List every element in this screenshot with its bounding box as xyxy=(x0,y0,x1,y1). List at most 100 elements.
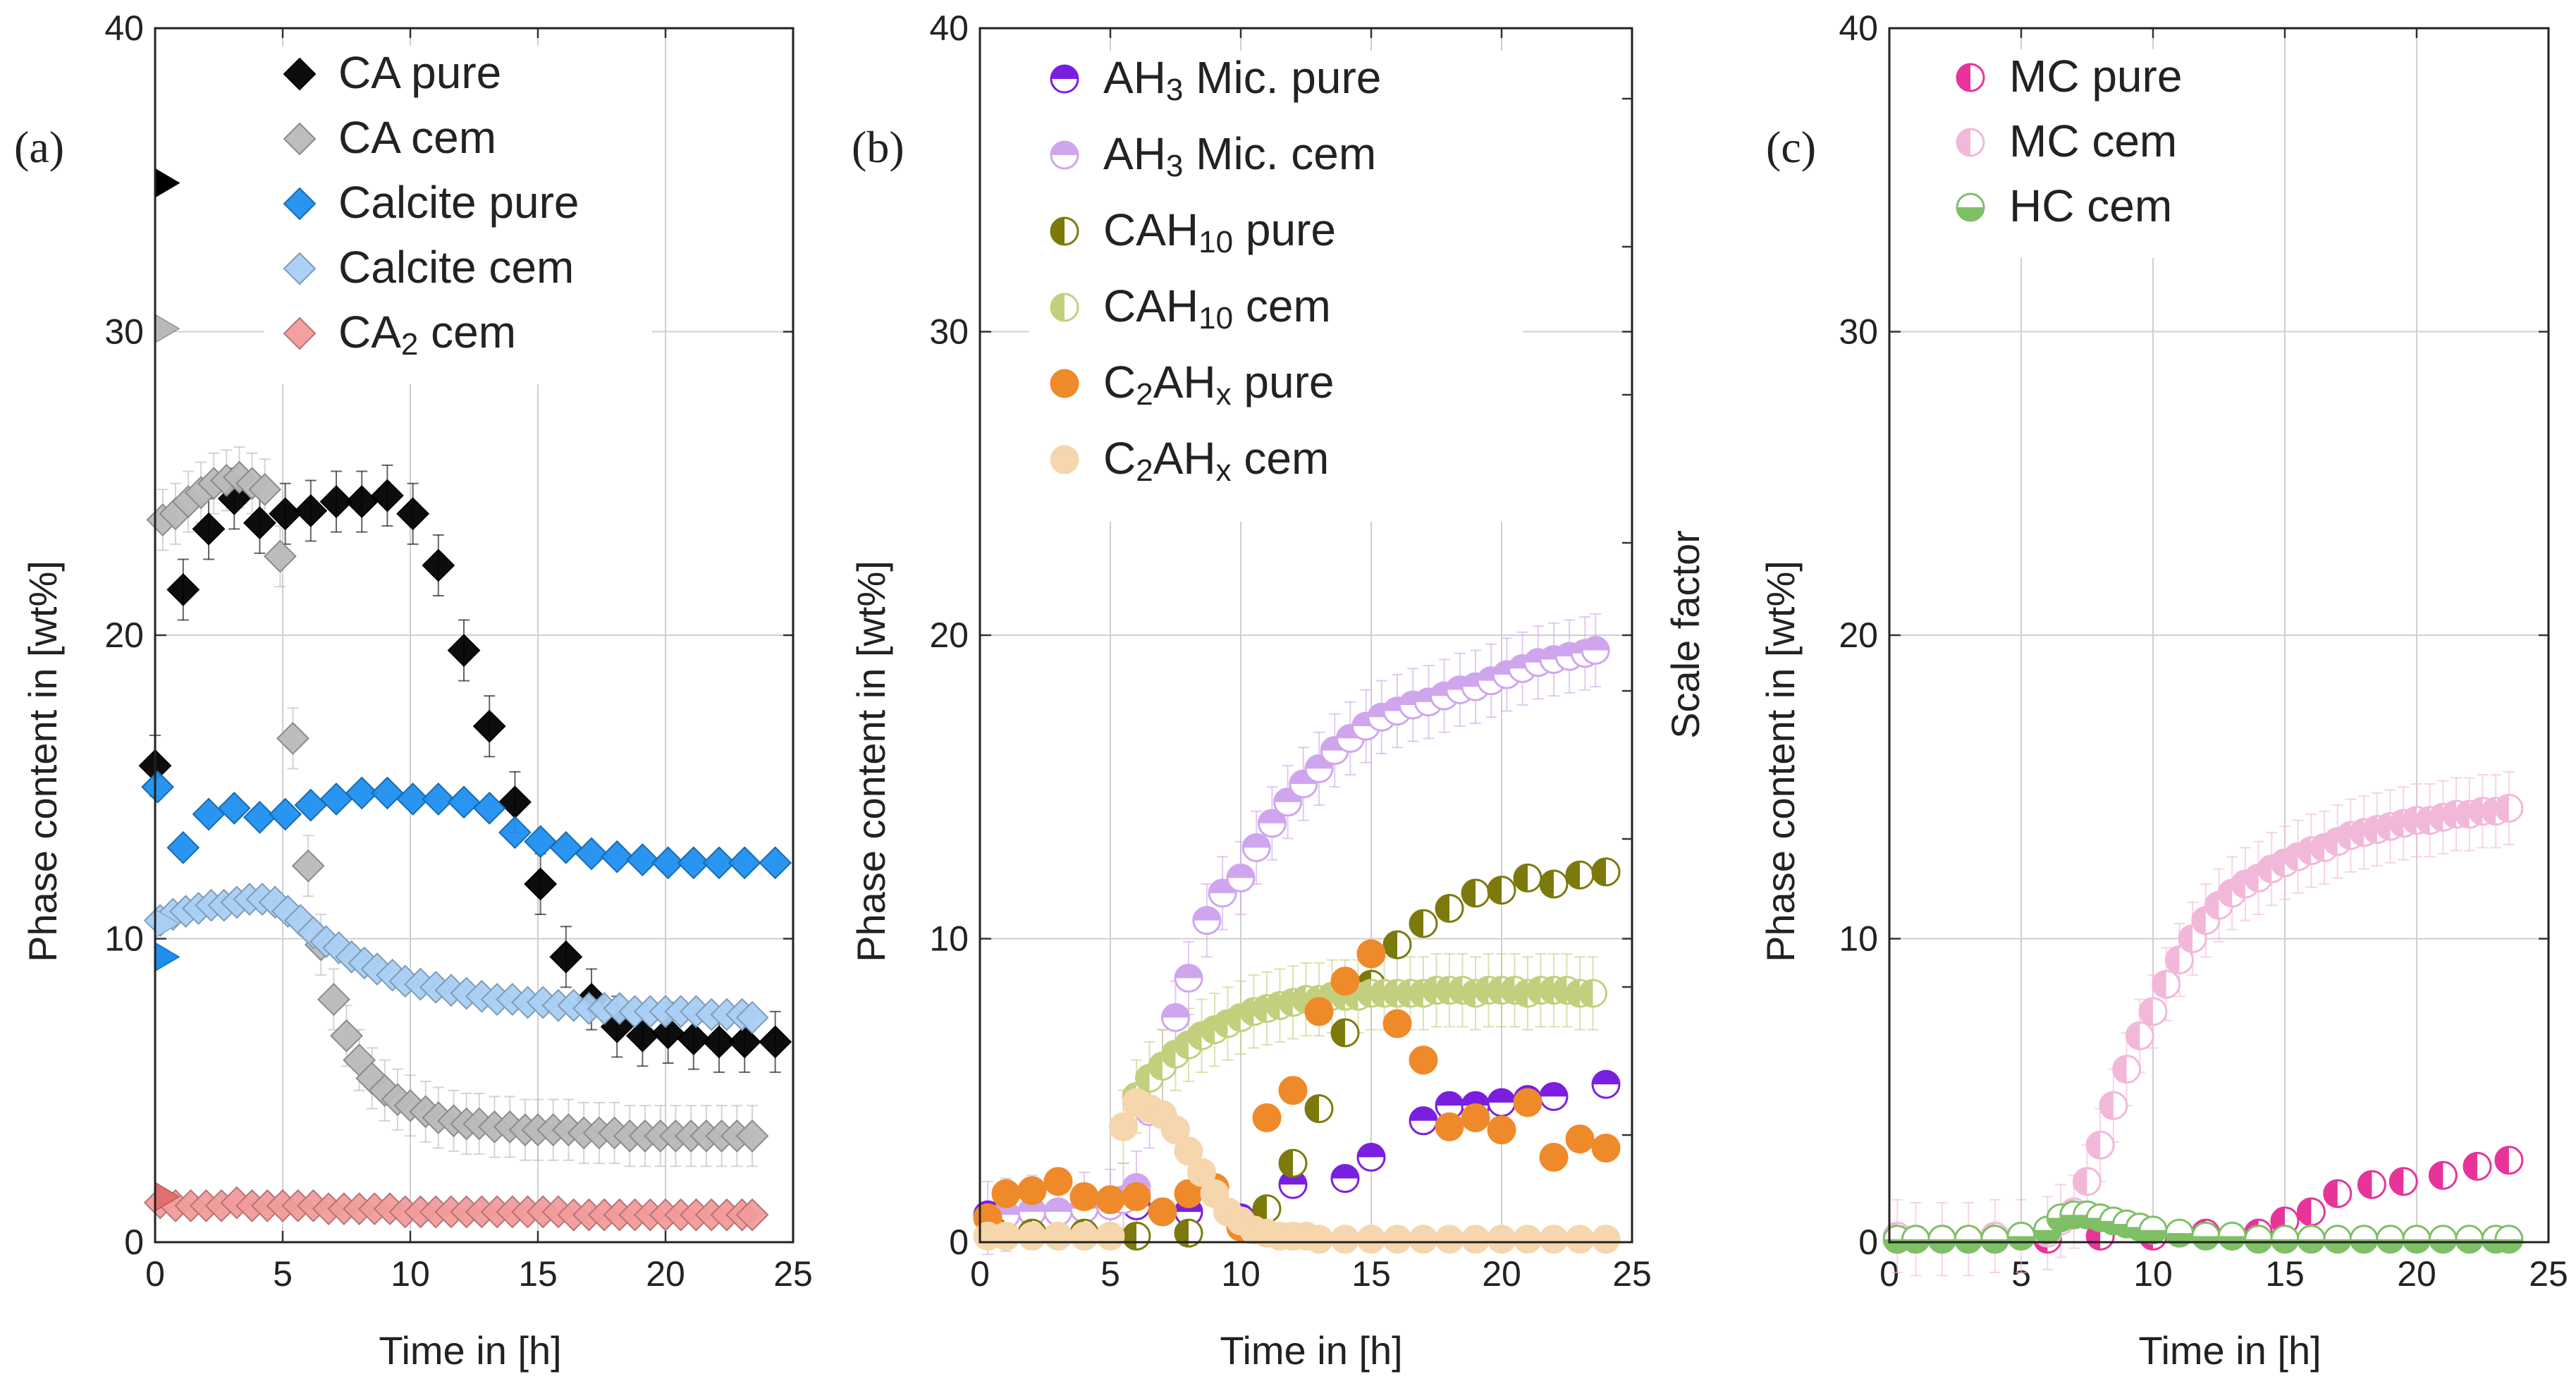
data-point xyxy=(322,931,356,964)
panel-c-ylabel: Phase content in [wt%] xyxy=(1758,560,1803,962)
data-point xyxy=(1565,860,1595,890)
data-point xyxy=(317,983,350,1017)
legend-entry-name: Calcite pure xyxy=(338,177,579,228)
x-tick-label: 5 xyxy=(1100,1254,1120,1294)
data-point xyxy=(2376,1225,2405,1254)
legend-entry: AH3 Mic. cem xyxy=(1103,128,1376,183)
data-point xyxy=(1174,963,1203,993)
data-point xyxy=(1330,1164,1360,1194)
data-point xyxy=(735,1198,769,1232)
data-point xyxy=(371,479,404,513)
data-point xyxy=(1382,930,1412,959)
legend-entry-subscript: 10 xyxy=(1198,225,1233,259)
data-point xyxy=(1161,1002,1190,1032)
data-point xyxy=(2085,1130,2115,1160)
data-point xyxy=(735,1001,769,1034)
legend-entry: AH3 Mic. pure xyxy=(1103,52,1381,107)
panel-b: (b) Phase content in [wt%] Time in [h] S… xyxy=(849,8,1707,1373)
data-point xyxy=(1578,979,1607,1008)
data-point xyxy=(1565,1225,1595,1254)
data-point xyxy=(524,825,558,859)
y-tick-label: 30 xyxy=(929,312,969,352)
legend-entry-subscript: x xyxy=(1216,453,1232,488)
data-point xyxy=(651,1016,685,1050)
data-point xyxy=(447,785,481,819)
data-point xyxy=(1382,1009,1412,1038)
y-tick-label: 0 xyxy=(949,1222,969,1262)
data-point xyxy=(549,830,583,864)
data-point xyxy=(2125,1021,2154,1050)
panel-a-ylabel: Phase content in [wt%] xyxy=(20,560,65,962)
data-point xyxy=(1382,1225,1412,1254)
data-point xyxy=(1539,1081,1569,1111)
data-point xyxy=(2164,945,2194,975)
data-point xyxy=(1096,1185,1125,1215)
panel-a-plot: 0 10 20 30 40 0 5 10 15 20 25 CA pure CA cem Calcite … xyxy=(104,8,812,1294)
data-point xyxy=(1435,1225,1464,1254)
data-point xyxy=(2323,1179,2353,1208)
data-point xyxy=(1017,1176,1047,1206)
data-point xyxy=(217,791,251,825)
x-tick-label: 15 xyxy=(2265,1254,2305,1294)
data-point xyxy=(2494,1225,2524,1254)
data-point xyxy=(2296,1225,2326,1254)
legend-entry-name: AH xyxy=(1103,52,1166,103)
legend-entry-tail: Mic. cem xyxy=(1183,128,1376,179)
legend-entry: MC cem xyxy=(2009,116,2177,166)
data-point xyxy=(2073,1167,2102,1196)
legend-entry: CA cem xyxy=(338,112,496,163)
legend-entry-name: MC cem xyxy=(2009,116,2177,166)
legend-entry-tail: AH xyxy=(1153,357,1216,407)
legend-entry-name: C xyxy=(1103,433,1136,484)
legend-entry-tail: cem xyxy=(1233,281,1331,331)
data-point xyxy=(2191,1221,2221,1251)
legend-marker xyxy=(1956,128,1985,157)
legend-entry: CAH10 pure xyxy=(1103,204,1336,259)
data-point xyxy=(626,1019,659,1053)
legend-entry-tail: Mic. pure xyxy=(1183,52,1381,103)
data-point xyxy=(1927,1225,1957,1254)
data-point xyxy=(1252,1194,1282,1224)
data-point xyxy=(396,783,430,816)
legend-entry-subscript: 3 xyxy=(1166,73,1183,107)
data-point xyxy=(1187,1158,1216,1187)
data-point xyxy=(524,867,558,901)
y-tick-label: 10 xyxy=(929,919,969,959)
legend-entry-name: Calcite cem xyxy=(338,242,574,293)
x-tick-label: 0 xyxy=(145,1254,165,1294)
data-point xyxy=(1304,997,1334,1026)
data-point xyxy=(2323,1225,2353,1254)
data-point xyxy=(1565,1124,1595,1154)
data-point xyxy=(498,816,532,850)
data-point xyxy=(735,1119,769,1153)
data-point xyxy=(2402,1225,2431,1254)
legend-marker xyxy=(1050,216,1079,246)
legend-marker xyxy=(283,122,317,156)
data-point xyxy=(1487,1115,1516,1145)
x-tick-label: 10 xyxy=(391,1254,430,1294)
legend-entry-name: HC cem xyxy=(2009,180,2172,231)
data-point xyxy=(166,573,200,606)
y-tick-label: 40 xyxy=(104,8,144,48)
panel-b-label: (b) xyxy=(852,122,904,172)
legend-entry-tail: AH xyxy=(1153,433,1216,484)
panel-c-label: (c) xyxy=(1766,122,1816,172)
data-point xyxy=(271,895,305,928)
legend-entry-tail: cem xyxy=(1232,433,1330,484)
data-point xyxy=(759,1025,792,1059)
legend-entry-subscript: 3 xyxy=(1166,149,1183,183)
data-point xyxy=(2138,997,2168,1026)
legend-marker xyxy=(1050,293,1079,322)
y-tick-label: 20 xyxy=(1839,615,1878,655)
data-point xyxy=(1513,1225,1542,1254)
legend-entry-subscript: 2 xyxy=(1136,453,1153,488)
y-tick-label: 10 xyxy=(104,919,144,959)
data-point xyxy=(1435,893,1464,923)
legend-background xyxy=(1029,51,1523,522)
data-point xyxy=(192,512,226,546)
data-point xyxy=(2455,1225,2484,1254)
data-point xyxy=(2428,1225,2458,1254)
